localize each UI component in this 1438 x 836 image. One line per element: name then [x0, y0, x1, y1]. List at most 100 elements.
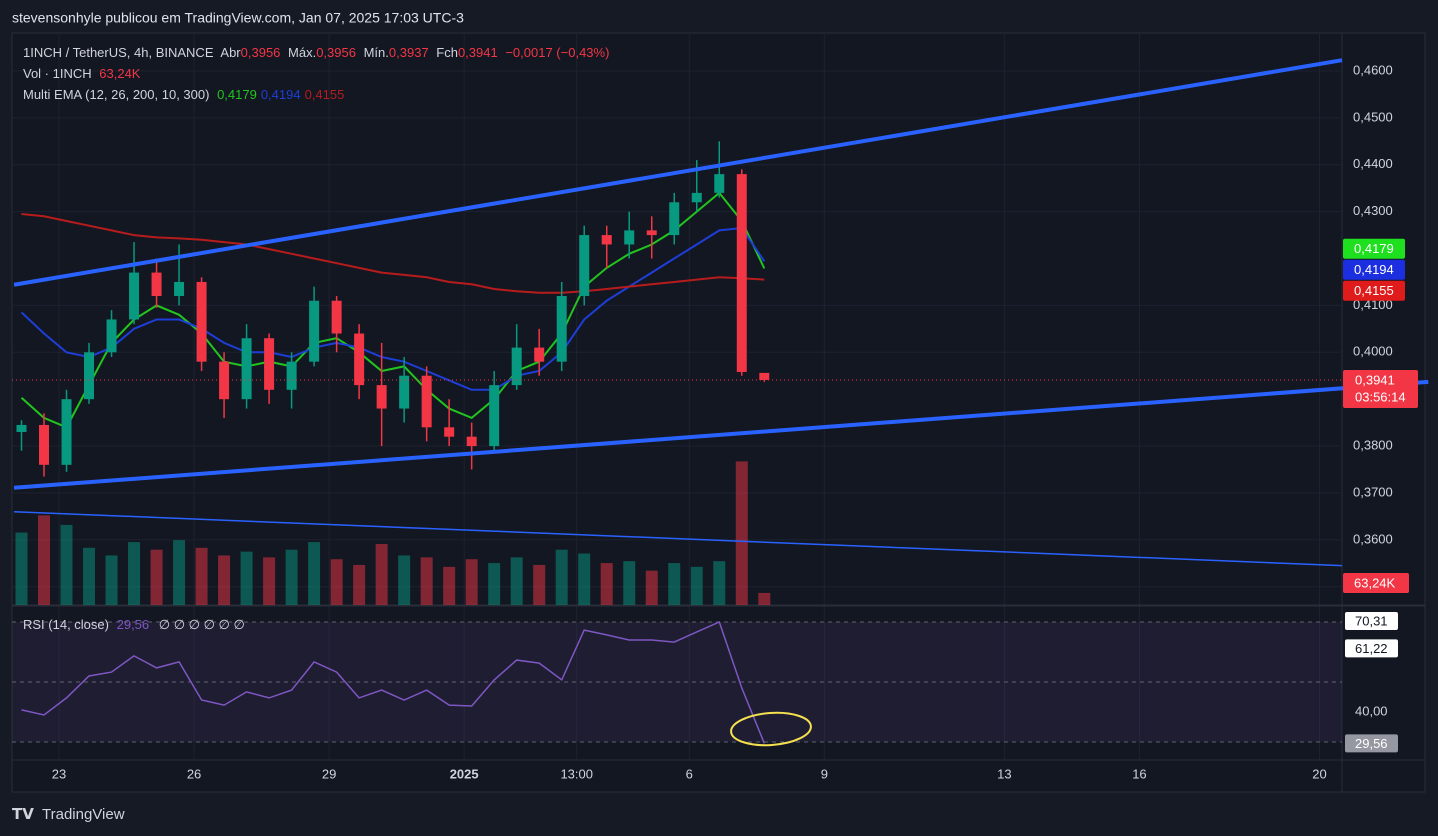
- candle-body: [421, 375, 432, 428]
- candle-body: [444, 427, 455, 437]
- y-tick-label: 0,3600: [1353, 531, 1393, 546]
- volume-bar: [218, 555, 231, 605]
- ema-line: [20, 191, 766, 429]
- candle-body: [309, 300, 320, 362]
- countdown-label: 03:56:14: [1355, 389, 1406, 404]
- volume-bar: [623, 561, 636, 605]
- candle-body: [511, 347, 522, 386]
- candle-body: [61, 399, 72, 465]
- last-price-tag: [1343, 369, 1418, 408]
- volume-bar: [488, 563, 501, 605]
- candle-body: [16, 424, 27, 432]
- chart-area: [11, 32, 1426, 793]
- candle-body: [39, 424, 50, 465]
- volume-bar: [735, 461, 748, 605]
- x-tick-label: 26: [187, 766, 201, 781]
- volume-value: 63,24K: [99, 66, 141, 81]
- candle-body: [691, 192, 702, 203]
- candle-body: [669, 202, 680, 236]
- volume-bar: [240, 551, 253, 605]
- volume-bar: [195, 547, 208, 605]
- symbol: 1INCH / TetherUS, 4h, BINANCE: [23, 45, 214, 60]
- candle-body: [646, 230, 657, 236]
- candle-body: [331, 300, 342, 334]
- ohlc-label: Abr: [220, 45, 241, 60]
- volume-bar: [173, 540, 186, 605]
- rsi-level-tag: [1345, 639, 1398, 658]
- volume-bar: [510, 557, 523, 605]
- y-tick-label: 0,3800: [1353, 437, 1393, 452]
- rsi-tick-label: 40,00: [1355, 703, 1388, 718]
- volume-bar: [600, 563, 613, 605]
- ohlc-value: 0,3956: [241, 45, 281, 60]
- y-tick-label: 0,4400: [1353, 156, 1393, 171]
- volume-bar: [713, 561, 726, 605]
- volume-bar: [38, 515, 51, 605]
- ohlc-label: Mín.: [364, 45, 389, 60]
- candle-body: [556, 296, 567, 362]
- x-tick-label: 2025: [450, 766, 479, 781]
- volume-bar: [375, 543, 388, 605]
- rsi-level-tag: [1345, 612, 1398, 631]
- volume-bar: [533, 564, 546, 605]
- candle-body: [241, 338, 252, 400]
- rsi-value: 29,56: [117, 617, 150, 632]
- ema-value: 0,4179: [217, 87, 257, 102]
- rsi-value-label: 29,56: [1355, 736, 1388, 751]
- ohlc-label: Fch: [436, 45, 458, 60]
- x-tick-label: 6: [686, 766, 693, 781]
- rsi-title: RSI (14, close): [23, 617, 109, 632]
- rsi-value-tag: [1345, 734, 1398, 753]
- rsi-flags: ∅ ∅ ∅ ∅ ∅ ∅: [159, 617, 245, 632]
- volume-bar: [128, 542, 141, 605]
- candle-body: [579, 235, 590, 297]
- ema-value: 0,4194: [261, 87, 301, 102]
- ohlc-value: 0,3941: [458, 45, 498, 60]
- ema-tag-label: 0,4155: [1354, 283, 1394, 298]
- ema-tag: [1343, 259, 1405, 280]
- volume-bar: [398, 555, 411, 605]
- x-tick-label: 13: [997, 766, 1011, 781]
- candle-body: [534, 347, 545, 362]
- candle-body: [736, 174, 747, 372]
- header-title: stevensonhyle publicou em TradingView.co…: [12, 10, 464, 26]
- rsi-line: [21, 620, 765, 744]
- volume-bar: [150, 549, 163, 605]
- volume-bar: [465, 559, 478, 605]
- y-tick-label: 0,4600: [1353, 62, 1393, 77]
- trendline: [13, 510, 1343, 567]
- volume-bar: [443, 566, 456, 605]
- candle-body: [714, 174, 725, 193]
- x-tick-label: 13:00: [560, 766, 593, 781]
- candle-body: [106, 319, 117, 353]
- ema-line: [20, 226, 766, 391]
- x-tick-label: 20: [1312, 766, 1326, 781]
- ohlc-value: 0,3937: [389, 45, 429, 60]
- y-tick-label: 0,3700: [1353, 484, 1393, 499]
- candle-body: [264, 338, 275, 390]
- volume-bar: [668, 563, 681, 605]
- ema-tag: [1343, 238, 1405, 259]
- x-tick-label: 16: [1132, 766, 1146, 781]
- volume-bar: [330, 559, 343, 605]
- candle-body: [624, 230, 635, 245]
- volume-bar: [285, 549, 298, 605]
- ohlc-label: Máx.: [288, 45, 316, 60]
- candle-body: [354, 333, 365, 386]
- volume-tag-label: 63,24K: [1354, 575, 1396, 590]
- trendline: [13, 58, 1343, 287]
- last-price-label: 0,3941: [1355, 372, 1395, 387]
- candle-body: [399, 375, 410, 409]
- highlight-annotation: [730, 711, 812, 747]
- volume-bar: [105, 555, 118, 605]
- volume-bar: [353, 564, 366, 605]
- candle-body: [174, 281, 185, 297]
- trendline: [13, 379, 1429, 490]
- volume-bar: [555, 549, 568, 605]
- rsi-legend: RSI (14, close) 29,56 ∅ ∅ ∅ ∅ ∅ ∅: [23, 617, 245, 632]
- candle-body: [376, 385, 387, 409]
- candle-body: [84, 352, 95, 400]
- volume-bar: [263, 557, 276, 605]
- volume-bar: [308, 542, 321, 605]
